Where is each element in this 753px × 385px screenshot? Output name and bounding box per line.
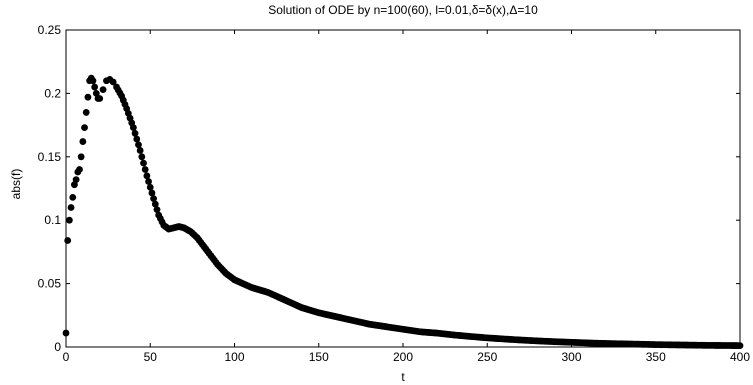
x-tick-label-0: 0 [63,350,70,364]
plot-frame [65,29,741,348]
data-point-21 [99,86,107,93]
data-point-interp-46 [148,189,156,197]
data-point-13 [84,93,92,101]
data-point-31 [150,195,158,203]
y-tick-label-5: 0.25 [38,23,62,37]
data-point-interp-42 [141,166,149,173]
x-tick-label-2: 100 [224,350,244,364]
data-point-17 [91,83,99,91]
data-point-4 [69,193,77,201]
data-point-1 [64,237,72,244]
y-tick-label-3: 0.15 [38,150,62,164]
plot-markers [62,74,744,350]
y-axis-ticks: 0 0.05 0.1 0.15 0.2 0.25 [38,23,740,354]
x-tick-label-3: 150 [309,350,329,364]
x-tick-label-6: 300 [561,350,581,364]
data-point-8 [76,166,83,173]
data-point-28 [130,124,137,132]
data-point-interp-44 [145,178,152,185]
x-tick-label-5: 250 [477,350,497,364]
x-tick-label-1: 50 [144,350,158,364]
data-point-interp-40 [138,153,146,161]
data-point-16 [89,77,97,85]
data-point-20 [96,95,104,102]
x-tick-label-4: 200 [393,350,413,364]
y-tick-label-4: 0.2 [44,86,61,100]
data-point-interp-36 [131,129,139,137]
data-point-interp-45 [146,183,154,191]
data-point-6 [72,176,80,184]
x-axis-title: t [401,370,405,384]
data-point-interp-37 [133,135,141,143]
y-axis-title: abs(f) [9,169,23,200]
y-tick-label-2: 0.1 [44,213,61,227]
data-point-interp-48 [151,200,159,208]
data-point-interp-38 [135,141,142,149]
chart-title: Solution of ODE by n=100(60), l=0.01,δ=δ… [268,3,538,17]
y-tick-label-1: 0.05 [38,277,62,291]
data-point-10 [79,138,87,145]
x-axis-ticks: 0 50 100 150 200 250 300 350 400 [63,30,750,364]
data-point-30 [143,172,151,180]
data-point-interp-41 [140,159,147,167]
data-point-3 [67,204,75,211]
data-point-12 [82,109,90,116]
x-tick-label-7: 350 [646,350,666,364]
data-point-interp-49 [153,206,161,214]
data-point-9 [77,153,85,161]
data-point-24 [109,78,117,86]
data-point-11 [81,124,88,132]
data-point-29 [136,147,144,154]
y-tick-label-0: 0 [54,340,61,354]
x-tick-label-8: 400 [730,350,750,364]
